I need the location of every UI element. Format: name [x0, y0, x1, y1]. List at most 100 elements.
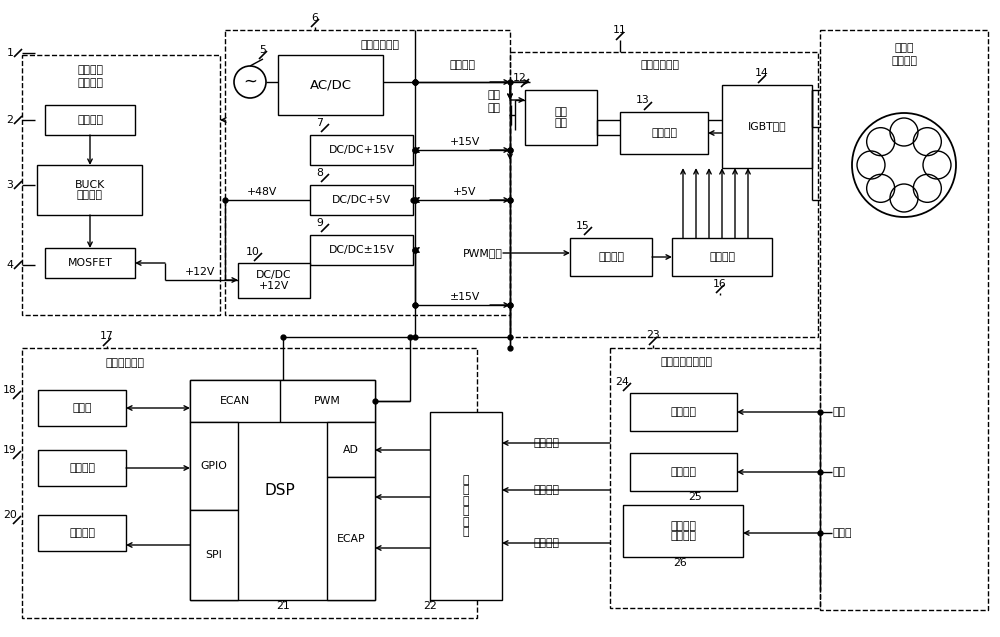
Text: PWM: PWM — [314, 396, 340, 406]
Text: 电: 电 — [463, 517, 469, 527]
Bar — [190, 380, 375, 422]
Text: 反电势: 反电势 — [832, 528, 851, 538]
Bar — [820, 30, 988, 610]
Text: 13: 13 — [636, 95, 650, 105]
Text: IGBT单元: IGBT单元 — [748, 122, 786, 131]
Text: 4: 4 — [7, 260, 13, 270]
Text: 14: 14 — [755, 68, 769, 78]
Text: 19: 19 — [3, 445, 17, 455]
Text: 换相信号: 换相信号 — [533, 538, 559, 548]
Text: 缓冲: 缓冲 — [554, 107, 568, 117]
Bar — [310, 135, 413, 165]
Text: AC/DC: AC/DC — [310, 78, 352, 92]
Bar — [278, 55, 383, 115]
Text: 过零检测: 过零检测 — [670, 531, 696, 541]
Bar — [190, 510, 238, 600]
Bar — [238, 263, 310, 298]
Text: 20: 20 — [3, 510, 17, 520]
Bar — [510, 52, 818, 337]
Text: MOSFET: MOSFET — [68, 258, 112, 268]
Bar — [672, 238, 772, 276]
Text: 10: 10 — [246, 247, 260, 257]
Text: 信: 信 — [463, 475, 469, 485]
Bar — [225, 30, 510, 315]
Text: 转子位置检测部分: 转子位置检测部分 — [660, 357, 712, 367]
Text: 电机能量: 电机能量 — [77, 65, 103, 75]
Bar — [22, 55, 220, 315]
Bar — [610, 348, 820, 608]
Text: 显示模块: 显示模块 — [69, 528, 95, 538]
Text: 5: 5 — [260, 45, 266, 55]
Text: 8: 8 — [317, 168, 323, 178]
Bar — [620, 112, 708, 154]
Text: 1: 1 — [7, 48, 13, 58]
Text: DC/DC+15V: DC/DC+15V — [329, 145, 395, 155]
Text: DSP: DSP — [265, 482, 295, 497]
Text: 制动电路: 制动电路 — [651, 128, 677, 138]
Text: 电流采样: 电流采样 — [670, 407, 696, 417]
Text: 号: 号 — [463, 485, 469, 495]
Text: 电路: 电路 — [554, 118, 568, 128]
Bar — [38, 390, 126, 426]
Text: 驱动电路: 驱动电路 — [709, 252, 735, 262]
Text: +15V: +15V — [450, 137, 480, 147]
Text: 6: 6 — [312, 13, 318, 23]
Bar — [45, 105, 135, 135]
Bar — [570, 238, 652, 276]
Text: 线反电势: 线反电势 — [670, 520, 696, 531]
Text: GPIO: GPIO — [201, 461, 227, 471]
Text: +48V: +48V — [247, 187, 277, 197]
Text: 分压电路: 分压电路 — [77, 115, 103, 125]
Bar — [38, 515, 126, 551]
Text: 按键控制: 按键控制 — [69, 463, 95, 473]
Bar — [430, 412, 502, 600]
Text: 永磁电机: 永磁电机 — [891, 56, 917, 66]
Bar — [327, 477, 375, 600]
Text: DC/DC: DC/DC — [256, 270, 292, 280]
Text: 12: 12 — [513, 73, 527, 83]
Text: 功率驱动部分: 功率驱动部分 — [640, 60, 680, 70]
Text: SPI: SPI — [206, 550, 222, 560]
Text: 21: 21 — [276, 601, 290, 611]
Text: 25: 25 — [688, 492, 702, 502]
Bar — [45, 248, 135, 278]
Text: 电压: 电压 — [832, 467, 845, 477]
Text: 核心控制部分: 核心控制部分 — [105, 358, 144, 368]
Bar — [190, 422, 238, 510]
Bar — [38, 450, 126, 486]
Text: 15: 15 — [576, 221, 590, 231]
Text: 16: 16 — [713, 279, 727, 289]
Text: 电流信号: 电流信号 — [533, 438, 559, 448]
Text: 电压采样: 电压采样 — [670, 467, 696, 477]
Text: ~: ~ — [243, 73, 257, 91]
Text: 上位机: 上位机 — [72, 403, 92, 413]
Text: +12V: +12V — [259, 281, 289, 290]
Text: 回馈部分: 回馈部分 — [77, 78, 103, 88]
Text: 9: 9 — [317, 218, 323, 228]
Text: ECAP: ECAP — [337, 534, 365, 543]
Text: 母线电压: 母线电压 — [449, 60, 475, 70]
Text: 23: 23 — [646, 330, 660, 340]
Bar — [630, 393, 737, 431]
Text: 22: 22 — [423, 601, 437, 611]
Text: 3: 3 — [7, 180, 13, 190]
Bar — [525, 90, 597, 145]
Text: 光耦隔离: 光耦隔离 — [598, 252, 624, 262]
Text: 2: 2 — [7, 115, 13, 125]
Text: +5V: +5V — [453, 187, 477, 197]
Bar — [37, 165, 142, 215]
Text: 11: 11 — [613, 25, 627, 35]
Text: 控制单元: 控制单元 — [77, 190, 103, 200]
Bar — [722, 85, 812, 168]
Text: 电流: 电流 — [832, 407, 845, 417]
Bar — [310, 185, 413, 215]
Text: 电压: 电压 — [487, 103, 500, 113]
Text: 路: 路 — [463, 527, 469, 538]
Text: 17: 17 — [100, 331, 114, 341]
Text: 18: 18 — [3, 385, 17, 395]
Text: DC/DC±15V: DC/DC±15V — [329, 245, 395, 255]
Text: +12V: +12V — [185, 267, 215, 277]
Text: 磁悬浮: 磁悬浮 — [894, 43, 914, 53]
Bar — [623, 505, 743, 557]
Bar — [310, 235, 413, 265]
